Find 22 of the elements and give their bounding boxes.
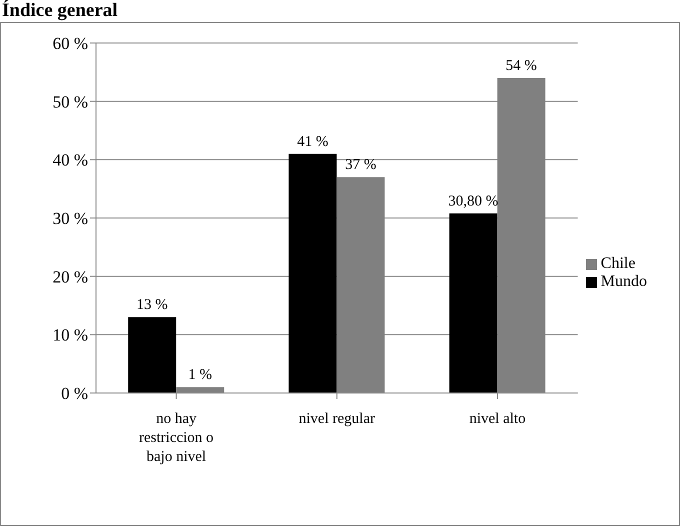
x-tick-label: nivel alto — [469, 411, 526, 427]
y-tick-label: 30 % — [52, 209, 88, 228]
legend-label: Chile — [600, 255, 636, 272]
y-tick-label: 40 % — [52, 150, 88, 170]
y-tick-label: 0 % — [61, 384, 88, 404]
y-tick-label: 20 % — [52, 267, 88, 286]
data-label: 1 % — [188, 367, 212, 384]
chart-title: Índice general — [2, 0, 118, 22]
data-label: 30,80 % — [448, 193, 498, 210]
y-tick-label: 10 % — [52, 326, 88, 345]
y-tick-label: 50 % — [52, 92, 88, 112]
x-tick-label: no hay restriccion o bajo nivel — [139, 411, 214, 465]
data-label: 37 % — [345, 157, 376, 174]
bar — [288, 154, 337, 393]
data-label: 54 % — [506, 58, 537, 74]
bar — [128, 317, 176, 393]
legend-label: Mundo — [600, 273, 647, 290]
x-tick-label: nivel regular — [298, 411, 375, 427]
y-tick-label: 60 % — [52, 34, 88, 54]
bar — [449, 213, 498, 393]
data-label: 41 % — [297, 134, 328, 150]
data-label: 13 % — [136, 297, 168, 314]
